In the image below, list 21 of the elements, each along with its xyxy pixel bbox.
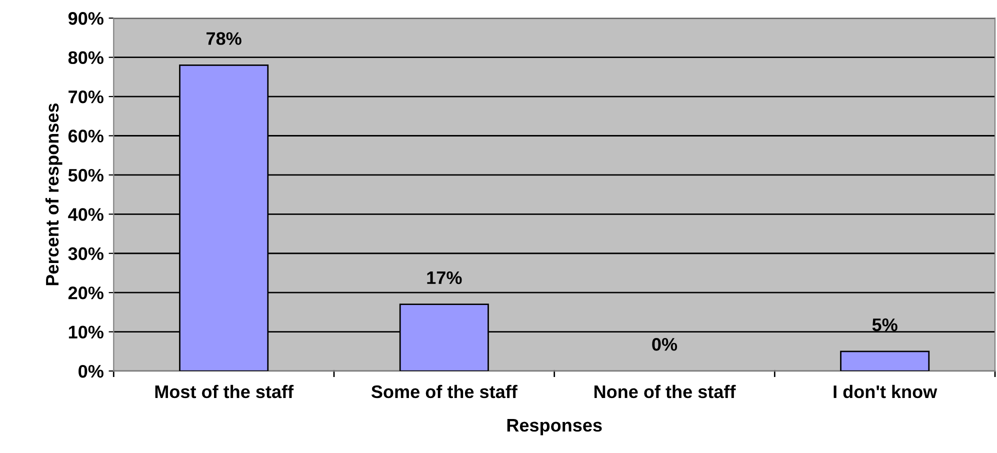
x-tick-label: I don't know bbox=[834, 384, 938, 398]
y-tick-label: 60% bbox=[68, 130, 104, 142]
data-label: 5% bbox=[872, 318, 898, 332]
y-tick-label: 0% bbox=[78, 364, 104, 378]
y-tick-label: 70% bbox=[68, 90, 104, 104]
y-tick-label: 50% bbox=[68, 168, 104, 182]
y-axis-title: Percent of responses bbox=[45, 103, 62, 286]
x-tick-label: Most of the staff bbox=[155, 384, 294, 398]
data-label: 0% bbox=[652, 338, 678, 351]
y-tick-label: 40% bbox=[68, 208, 104, 221]
y-tick-label: 20% bbox=[68, 286, 104, 300]
y-tick-label: 30% bbox=[68, 247, 104, 260]
bar bbox=[840, 350, 930, 372]
x-tick-label: None of the staff bbox=[594, 384, 736, 398]
y-tick-label: 90% bbox=[68, 12, 104, 25]
data-label: 17% bbox=[427, 271, 462, 284]
y-tick-label: 80% bbox=[68, 51, 104, 64]
x-axis-title: Responses bbox=[507, 419, 602, 436]
x-tick-label: Some of the staff bbox=[371, 384, 518, 398]
y-tick-label: 10% bbox=[68, 326, 104, 339]
data-label: 78% bbox=[206, 32, 242, 45]
